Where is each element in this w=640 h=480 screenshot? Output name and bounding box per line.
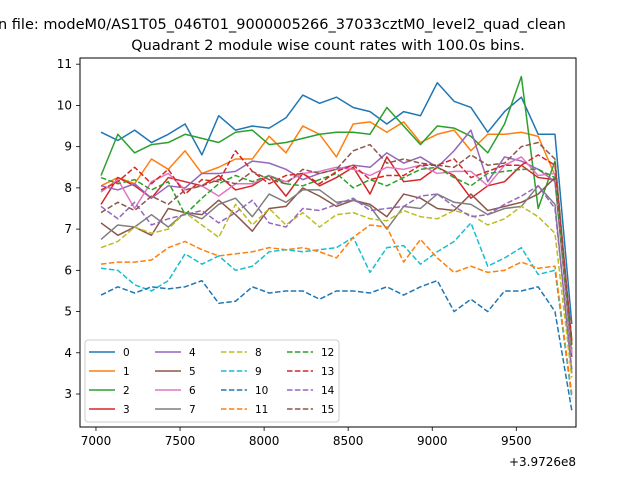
y-tick-label: 3 xyxy=(64,387,72,401)
series-line-2 xyxy=(100,75,573,345)
y-tick-label: 4 xyxy=(64,346,72,360)
y-tick-label: 9 xyxy=(64,140,72,154)
chart-title: Quadrant 2 module wise count rates with … xyxy=(131,38,525,54)
series-line-15 xyxy=(100,141,573,345)
x-tick-label: 8500 xyxy=(333,434,364,448)
y-tick-label: 8 xyxy=(64,181,72,195)
y-tick-label: 11 xyxy=(57,57,72,71)
legend-label-1: 1 xyxy=(123,366,130,378)
legend-label-0: 0 xyxy=(123,347,130,359)
y-tick-label: 7 xyxy=(64,222,72,236)
series-line-3 xyxy=(100,156,573,341)
series-line-9 xyxy=(100,222,573,399)
series-line-11 xyxy=(100,224,573,395)
x-tick-label: 7000 xyxy=(81,434,112,448)
y-tick-label: 6 xyxy=(64,263,72,277)
legend-label-7: 7 xyxy=(189,404,196,416)
legend-label-5: 5 xyxy=(189,366,196,378)
x-tick-label: 9500 xyxy=(501,434,532,448)
figure-title: n file: modeM0/AS1T05_046T01_9000005266_… xyxy=(0,17,566,33)
plot-frame xyxy=(79,57,577,428)
x-tick-label: 8000 xyxy=(249,434,280,448)
legend-label-11: 11 xyxy=(255,404,268,416)
series-layer xyxy=(100,75,573,411)
legend-label-14: 14 xyxy=(321,385,335,397)
legend-label-12: 12 xyxy=(321,347,334,359)
x-tick-label: 9000 xyxy=(417,434,448,448)
series-line-1 xyxy=(100,121,573,345)
legend-label-2: 2 xyxy=(123,385,130,397)
series-line-13 xyxy=(100,150,573,341)
y-axis: 3 4 5 6 7 8 9 10 11 xyxy=(57,57,80,401)
series-line-5 xyxy=(100,176,573,357)
legend-label-3: 3 xyxy=(123,404,130,416)
legend-label-4: 4 xyxy=(189,347,196,359)
legend-box xyxy=(84,339,340,423)
legend-label-8: 8 xyxy=(255,347,262,359)
y-tick-label: 10 xyxy=(57,98,72,112)
legend-label-10: 10 xyxy=(255,385,268,397)
series-line-12 xyxy=(100,166,573,349)
legend-label-6: 6 xyxy=(189,385,196,397)
x-tick-label: 7500 xyxy=(165,434,196,448)
x-offset-label: +3.9726e8 xyxy=(509,455,576,469)
series-line-10 xyxy=(100,279,573,411)
legend-label-9: 9 xyxy=(255,366,262,378)
y-tick-label: 5 xyxy=(64,305,72,319)
x-axis: 7000 7500 8000 8500 9000 9500 xyxy=(81,427,532,448)
legend-label-13: 13 xyxy=(321,366,334,378)
series-line-0 xyxy=(100,81,573,324)
legend-label-15: 15 xyxy=(321,404,334,416)
series-line-8 xyxy=(100,203,573,378)
series-line-6 xyxy=(100,156,573,353)
